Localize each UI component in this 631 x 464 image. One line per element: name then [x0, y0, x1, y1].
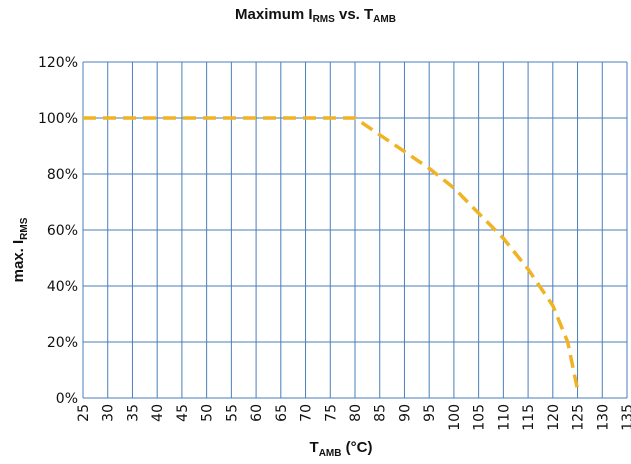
chart-title-main: Maximum I	[235, 6, 313, 23]
y-tick-label: 20%	[47, 335, 78, 351]
y-tick-label: 100%	[38, 111, 78, 127]
x-axis-label-tail: (°C)	[341, 439, 372, 456]
x-tick-label: 35	[125, 404, 141, 422]
y-tick-label: 120%	[38, 55, 78, 71]
y-tick-label: 80%	[47, 167, 78, 183]
series-line	[83, 116, 580, 390]
y-axis-label: max. IRMS	[10, 217, 30, 282]
x-tick-layer: 25 30 35 40 45 50 55 60 65 70 75 80 85 90 95 100 105 110 1…	[76, 404, 631, 431]
x-tick-label: 40	[150, 404, 166, 422]
y-tick-layer: 0% 20% 40% 60% 80% 100% 120%	[38, 55, 78, 407]
x-tick-label: 90	[397, 404, 413, 422]
x-axis-label-sub: AMB	[319, 448, 342, 459]
chart-title-end-sub: AMB	[373, 14, 396, 25]
x-tick-label: 50	[200, 404, 216, 422]
chart-title-mid: vs. T	[334, 6, 374, 23]
chart-title: Maximum IRMS vs. TAMB	[0, 6, 631, 25]
x-tick-label: 95	[422, 404, 438, 422]
x-tick-label: 45	[175, 404, 191, 422]
x-tick-label: 60	[249, 404, 265, 422]
x-tick-label: 25	[76, 404, 92, 422]
x-axis-label: TAMB (°C)	[310, 439, 373, 459]
y-tick-label: 60%	[47, 223, 78, 239]
x-tick-label: 75	[323, 404, 339, 422]
grid-layer	[82, 61, 628, 399]
x-tick-label: 105	[472, 404, 488, 431]
y-tick-label: 0%	[56, 391, 78, 407]
x-tick-label: 120	[546, 404, 562, 431]
chart-title-main-sub: RMS	[312, 14, 335, 25]
x-tick-label: 115	[521, 404, 537, 431]
x-tick-label: 100	[447, 404, 463, 431]
x-tick-label: 85	[373, 404, 389, 422]
x-tick-label: 70	[299, 404, 315, 422]
x-tick-label: 65	[274, 404, 290, 422]
x-tick-label: 130	[595, 404, 611, 431]
y-axis-label-main: max. I	[10, 240, 27, 283]
x-tick-label: 135	[620, 404, 631, 431]
x-tick-label: 110	[496, 404, 512, 431]
y-tick-label: 40%	[47, 279, 78, 295]
x-tick-label: 55	[224, 404, 240, 422]
x-tick-label: 30	[101, 404, 117, 422]
y-axis-label-sub: RMS	[19, 217, 30, 240]
series-layer	[83, 116, 580, 390]
x-tick-label: 80	[348, 404, 364, 422]
x-axis-label-main: T	[310, 439, 319, 456]
x-tick-label: 125	[571, 404, 587, 431]
